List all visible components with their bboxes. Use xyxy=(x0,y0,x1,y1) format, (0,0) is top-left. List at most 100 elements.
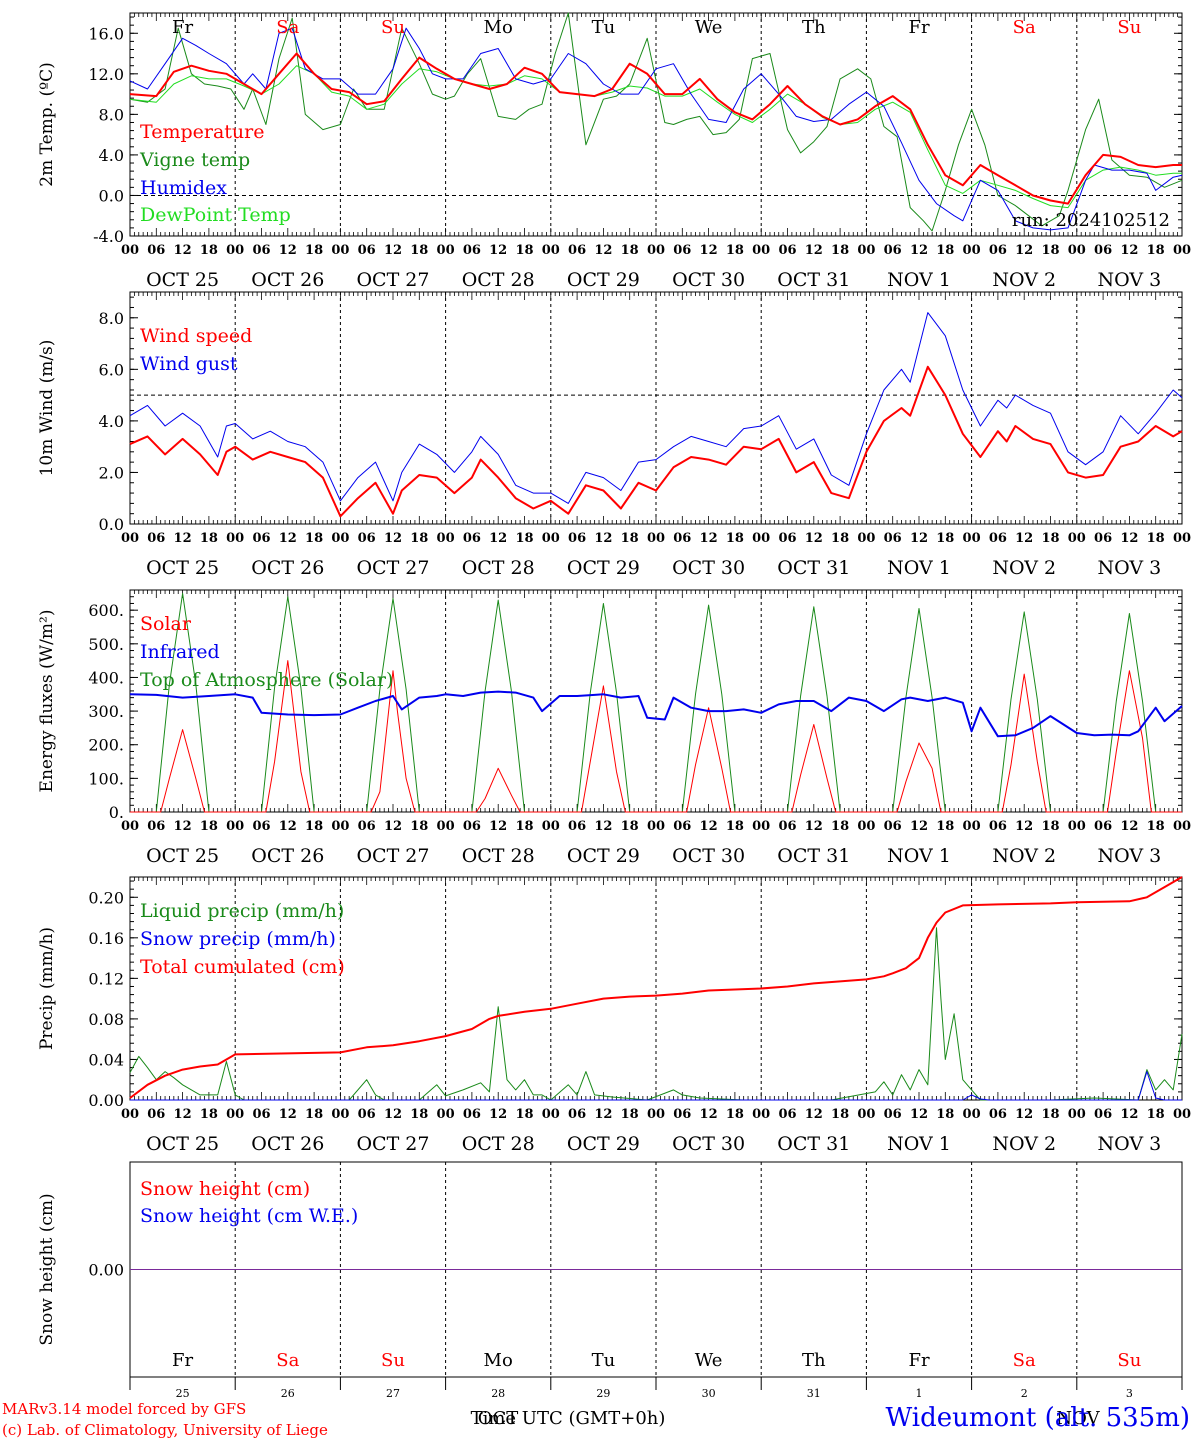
hour-tick-label: 06 xyxy=(147,1107,165,1122)
date-label: OCT 26 xyxy=(251,1133,324,1155)
hour-tick-label: 12 xyxy=(594,819,612,834)
hour-tick-label: 00 xyxy=(226,243,244,258)
hour-tick-label: 18 xyxy=(621,1107,639,1122)
date-label: OCT 28 xyxy=(462,845,535,867)
hour-tick-label: 06 xyxy=(568,531,586,546)
date-label: OCT 29 xyxy=(567,557,640,579)
date-label: NOV 1 xyxy=(887,1133,951,1155)
series-vigne-temp xyxy=(129,12,1183,232)
date-label: NOV 1 xyxy=(887,269,951,291)
hour-tick-label: 00 xyxy=(647,243,665,258)
weekday-label-top: Fr xyxy=(908,17,929,38)
weekday-label-bottom: Th xyxy=(802,1350,826,1371)
hour-tick-label: 12 xyxy=(1120,243,1138,258)
weekday-label-top: Mo xyxy=(484,17,513,38)
hour-tick-label: 06 xyxy=(147,819,165,834)
hour-tick-label: 06 xyxy=(673,1107,691,1122)
day-number: 31 xyxy=(807,1387,821,1400)
panel-precip: 0.00 0.04 0.08 0.12 0.16 0.20 Precip (mm/h) Liq… xyxy=(37,876,1191,1155)
hour-tick-label: 00 xyxy=(963,1107,981,1122)
hour-tick-label: 12 xyxy=(174,531,192,546)
hour-tick-label: 06 xyxy=(568,243,586,258)
hour-tick-label: 00 xyxy=(542,819,560,834)
y-tick-label: 200. xyxy=(88,736,124,755)
legend-entry: Humidex xyxy=(140,177,227,199)
series-infrared xyxy=(129,690,1183,738)
hour-tick-label: 00 xyxy=(752,1107,770,1122)
date-label: OCT 27 xyxy=(356,1133,429,1155)
date-label: OCT 31 xyxy=(777,845,850,867)
hour-tick-label: 06 xyxy=(358,1107,376,1122)
hour-tick-label: 18 xyxy=(305,243,323,258)
y-tick-label: 6.0 xyxy=(99,360,124,379)
weekday-label-top: We xyxy=(695,17,723,38)
weekday-label-top: Su xyxy=(381,17,405,38)
weekday-label-bottom: Tu xyxy=(592,1350,616,1371)
legend-entry: DewPoint Temp xyxy=(140,204,291,226)
date-label: OCT 30 xyxy=(672,269,745,291)
hour-tick-label: 00 xyxy=(1173,531,1191,546)
hour-tick-label: 12 xyxy=(1015,243,1033,258)
legend-entry: Wind speed xyxy=(140,325,252,347)
hour-tick-label: 12 xyxy=(594,243,612,258)
hour-tick-label: 18 xyxy=(410,819,428,834)
hour-tick-label: 18 xyxy=(305,531,323,546)
date-label: OCT 30 xyxy=(672,1133,745,1155)
hour-tick-label: 18 xyxy=(621,819,639,834)
hour-tick-label: 12 xyxy=(910,243,928,258)
hour-tick-label: 12 xyxy=(910,1107,928,1122)
series-wind-speed xyxy=(129,365,1183,518)
hour-tick-label: 06 xyxy=(884,1107,902,1122)
hour-tick-label: 00 xyxy=(226,819,244,834)
hour-tick-label: 12 xyxy=(910,531,928,546)
date-label: OCT 28 xyxy=(462,1133,535,1155)
hour-tick-label: 18 xyxy=(936,1107,954,1122)
hour-tick-label: 00 xyxy=(647,531,665,546)
hour-tick-label: 12 xyxy=(174,1107,192,1122)
hour-tick-label: 12 xyxy=(279,531,297,546)
hour-tick-label: 18 xyxy=(726,243,744,258)
hour-tick-label: 18 xyxy=(936,819,954,834)
hour-tick-label: 18 xyxy=(305,819,323,834)
y-tick-label: 300. xyxy=(88,702,124,721)
hour-tick-label: 06 xyxy=(358,819,376,834)
hour-tick-label: 18 xyxy=(200,243,218,258)
hour-tick-label: 18 xyxy=(200,531,218,546)
hour-tick-label: 06 xyxy=(1094,243,1112,258)
y-tick-label: 0.12 xyxy=(88,969,124,988)
day-number: 2 xyxy=(1021,1387,1028,1400)
hour-tick-label: 06 xyxy=(673,531,691,546)
weekday-label-top: Su xyxy=(1117,17,1141,38)
date-label: OCT 30 xyxy=(672,557,745,579)
series-wind-gust xyxy=(129,312,1183,504)
hour-tick-label: 00 xyxy=(1173,1107,1191,1122)
weekday-label-bottom: Sa xyxy=(276,1350,299,1371)
date-label: OCT 29 xyxy=(567,269,640,291)
y-tick-label: 0.04 xyxy=(88,1050,124,1069)
hour-tick-label: 18 xyxy=(621,243,639,258)
panel-wind: 0.0 2.0 4.0 6.0 8.0 10m Wind (m/s) Wind speed W… xyxy=(37,291,1191,579)
y-tick-label: -4.0 xyxy=(93,227,124,246)
weekday-label-bottom: Su xyxy=(1117,1350,1141,1371)
hour-tick-label: 06 xyxy=(463,1107,481,1122)
date-label: NOV 2 xyxy=(992,845,1056,867)
date-label: OCT 27 xyxy=(356,269,429,291)
hour-tick-label: 00 xyxy=(542,1107,560,1122)
lab-credit: (c) Lab. of Climatology, University of L… xyxy=(2,1421,328,1439)
hour-tick-label: 12 xyxy=(279,1107,297,1122)
hour-tick-label: 12 xyxy=(489,243,507,258)
hour-tick-label: 00 xyxy=(226,1107,244,1122)
y-axis-label: Snow height (cm) xyxy=(37,1193,57,1345)
hour-tick-label: 00 xyxy=(1173,243,1191,258)
hour-tick-label: 06 xyxy=(1094,1107,1112,1122)
hour-tick-label: 00 xyxy=(752,531,770,546)
station-title: Wideumont (alt. 535m) xyxy=(886,1403,1190,1433)
hour-tick-label: 06 xyxy=(989,1107,1007,1122)
hour-tick-label: 18 xyxy=(410,243,428,258)
hour-tick-label: 06 xyxy=(252,243,270,258)
hour-tick-label: 12 xyxy=(1015,1107,1033,1122)
hour-tick-label: 12 xyxy=(174,243,192,258)
hour-tick-label: 00 xyxy=(857,819,875,834)
hour-tick-label: 18 xyxy=(410,1107,428,1122)
